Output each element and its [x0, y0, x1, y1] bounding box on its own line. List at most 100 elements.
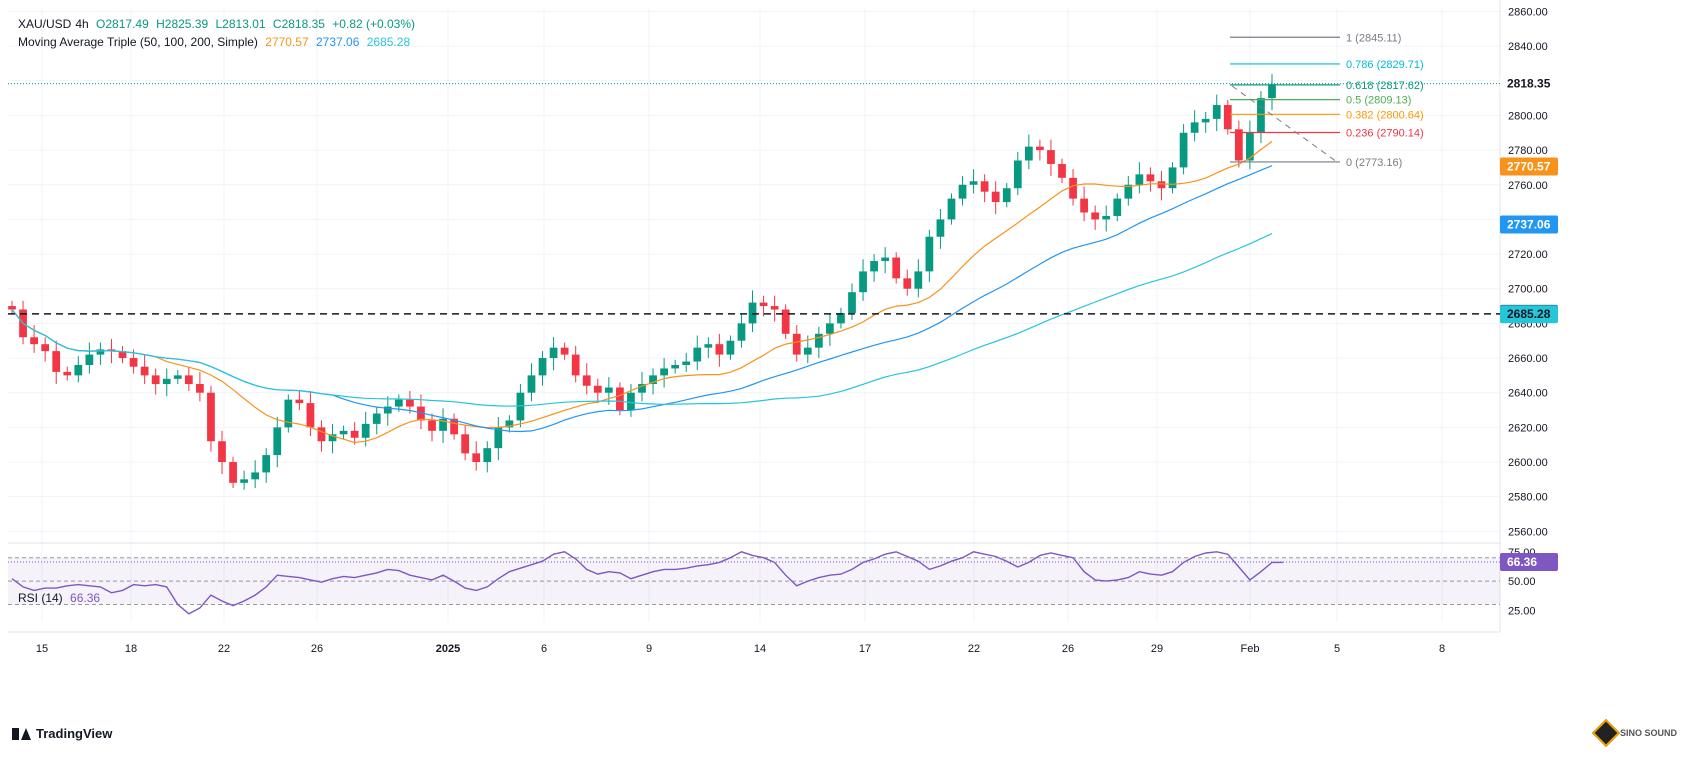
ma-label: Moving Average Triple (50, 100, 200, Sim…	[18, 35, 258, 49]
candle-body	[604, 387, 613, 393]
price-tick-label: 2580.00	[1508, 492, 1548, 504]
candle-body	[218, 441, 226, 463]
candle-body	[616, 387, 624, 411]
candle-body	[240, 479, 248, 483]
candle-body	[472, 453, 481, 463]
candle-body	[439, 418, 447, 431]
candle-body	[262, 455, 271, 473]
open-value: O2817.49	[96, 17, 149, 31]
ma200-badge: 2685.28	[1507, 307, 1551, 321]
candle-body	[30, 337, 38, 345]
candle-body	[162, 378, 171, 385]
candle-body	[461, 434, 470, 454]
candle-body	[649, 375, 657, 385]
candle-body	[748, 302, 757, 324]
price-tick-label: 2560.00	[1508, 526, 1548, 538]
ma200-value: 2685.28	[366, 35, 411, 49]
candle-body	[284, 399, 293, 428]
rsi-tick-label: 25.00	[1508, 605, 1536, 617]
time-tick-label: 15	[36, 643, 48, 655]
time-tick-label: 5	[1334, 643, 1340, 655]
candle-body	[295, 399, 304, 404]
price-tick-label: 2600.00	[1508, 457, 1548, 469]
candle-body	[1268, 84, 1276, 99]
time-tick-label: 2025	[436, 643, 460, 655]
candle-body	[361, 423, 370, 438]
rsi-tick-label: 50.00	[1508, 576, 1536, 588]
candle-body	[52, 351, 61, 372]
watermark: SINO SOUND	[1591, 717, 1690, 749]
candle-body	[1002, 188, 1011, 203]
candle-body	[914, 271, 923, 289]
price-tick-label: 2800.00	[1508, 110, 1548, 122]
price-tick-label: 2780.00	[1508, 145, 1548, 157]
candle-body	[715, 344, 724, 355]
ma100-value: 2737.06	[316, 35, 360, 49]
candle-body	[1047, 150, 1055, 164]
candle-body	[759, 302, 768, 307]
rsi-label: RSI (14)	[18, 591, 63, 605]
fib-level-label: 0.382 (2800.64)	[1346, 109, 1424, 121]
time-tick-label: 22	[968, 643, 980, 655]
candle-body	[682, 361, 691, 365]
symbol-name: XAU/USD	[18, 17, 72, 31]
fib-level-label: 0.5 (2809.13)	[1346, 95, 1411, 107]
candle-body	[870, 261, 878, 272]
candle-body	[693, 347, 702, 362]
price-tick-label: 2660.00	[1508, 353, 1548, 365]
price-tick-label: 2720.00	[1508, 249, 1548, 261]
candle-body	[980, 181, 989, 192]
ma200-badge-bg	[1500, 305, 1558, 324]
ma100-badge: 2737.06	[1507, 218, 1551, 232]
candle-body	[406, 399, 414, 407]
candle-body	[737, 323, 746, 341]
candle-body	[173, 375, 182, 379]
candle-body	[1157, 181, 1166, 189]
candle-body	[273, 427, 282, 456]
candle-body	[549, 347, 558, 359]
candle-body	[958, 184, 967, 199]
candle-body	[560, 347, 569, 355]
candle-body	[881, 257, 890, 262]
candle-body	[1036, 146, 1044, 151]
candle-body	[494, 427, 503, 449]
candle-body	[1179, 132, 1188, 168]
watermark-label: SINO SOUND	[1620, 728, 1678, 738]
rsi-legend-value: 66.36	[70, 591, 101, 605]
candle-body	[1013, 160, 1022, 189]
time-tick-label: 6	[541, 643, 547, 655]
tradingview-label: TradingView	[36, 726, 113, 741]
tradingview-logo[interactable]: TradingView	[12, 726, 112, 741]
candle-body	[903, 278, 912, 289]
price-tick-label: 2620.00	[1508, 422, 1548, 434]
candle-body	[1234, 129, 1243, 161]
candle-body	[394, 399, 403, 407]
price-tick-label: 2860.00	[1508, 6, 1548, 18]
candle-body	[1024, 146, 1033, 161]
candle-body	[892, 257, 901, 279]
price-tick-label: 2640.00	[1508, 388, 1548, 400]
candle-body	[671, 364, 680, 369]
candle-body	[726, 340, 735, 355]
time-tick-label: 22	[218, 643, 230, 655]
candle-body	[417, 406, 425, 421]
candle-body	[229, 462, 237, 483]
time-tick-label: 29	[1151, 643, 1163, 655]
time-tick-label: 9	[646, 643, 652, 655]
candle-body	[1212, 105, 1221, 119]
change-value: +0.82 (+0.03%)	[332, 17, 416, 31]
price-tick-label: 2700.00	[1508, 284, 1548, 296]
candle-body	[207, 392, 215, 442]
time-tick-label: 26	[1062, 643, 1074, 655]
rsi-legend: RSI (14) 66.36	[18, 590, 104, 606]
ma-legend: Moving Average Triple (50, 100, 200, Sim…	[18, 34, 414, 50]
candle-body	[527, 375, 536, 393]
candle-body	[428, 420, 436, 431]
candle-body	[826, 323, 834, 334]
candle-body	[936, 219, 945, 237]
candle-body	[837, 312, 845, 324]
candle-body	[969, 181, 978, 185]
candle-body	[196, 384, 204, 393]
fib-level-label: 0.786 (2829.71)	[1346, 59, 1424, 71]
